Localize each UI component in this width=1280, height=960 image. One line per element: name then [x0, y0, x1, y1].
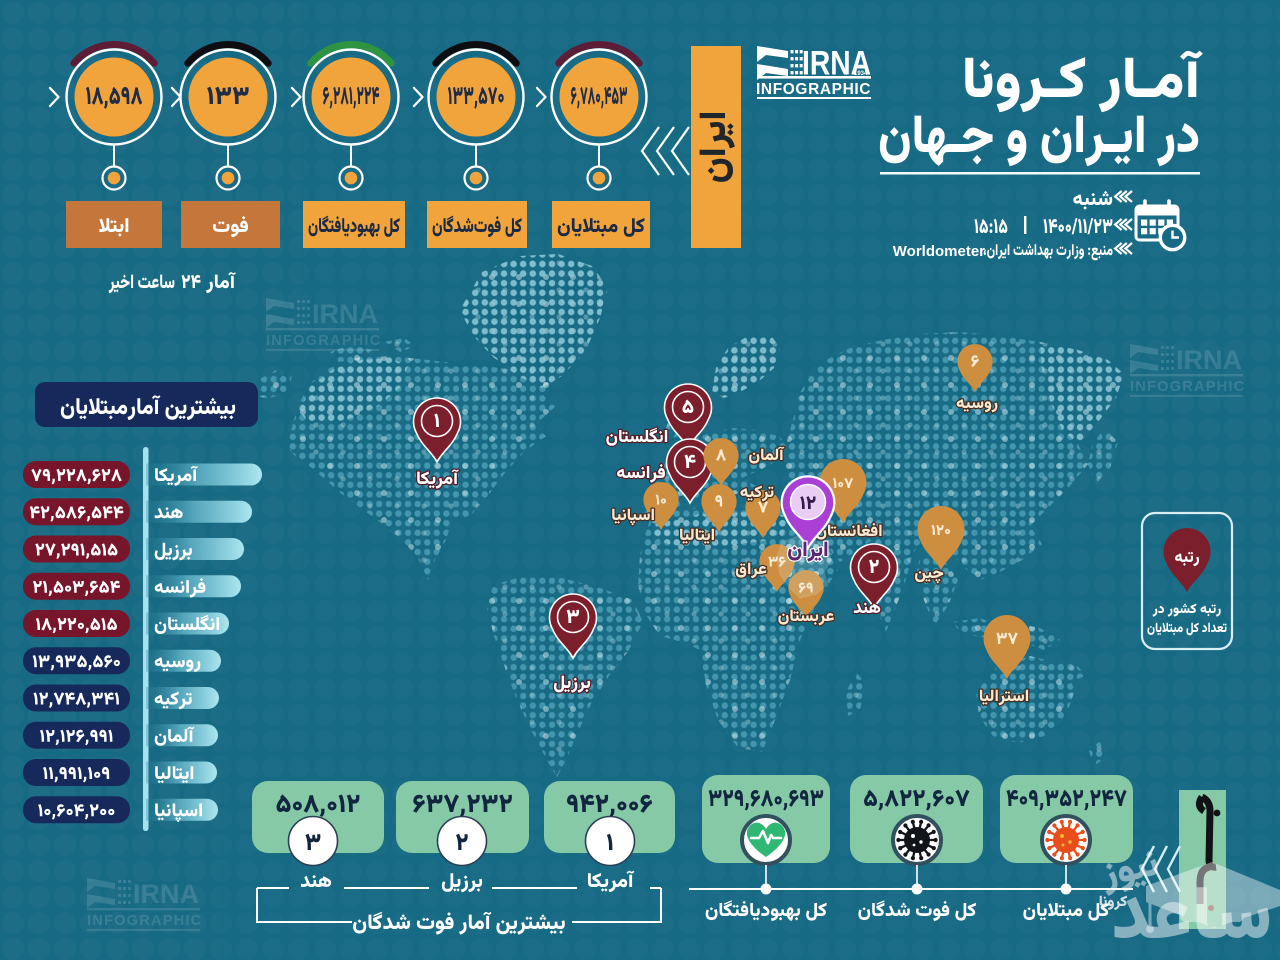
svg-text:IRNA: IRNA	[312, 299, 378, 329]
svg-text:INFOGRAPHIC: INFOGRAPHIC	[756, 81, 871, 98]
svg-text:IRNA: IRNA	[1176, 345, 1242, 375]
svg-text:INFOGRAPHIC: INFOGRAPHIC	[1130, 379, 1245, 395]
svg-text:IRNA: IRNA	[133, 879, 199, 909]
svg-text:Worldometer: Worldometer	[893, 243, 985, 260]
svg-text:INFOGRAPHIC: INFOGRAPHIC	[266, 333, 381, 349]
svg-text:INFOGRAPHIC: INFOGRAPHIC	[87, 913, 202, 929]
svg-text:1934: 1934	[854, 71, 868, 77]
